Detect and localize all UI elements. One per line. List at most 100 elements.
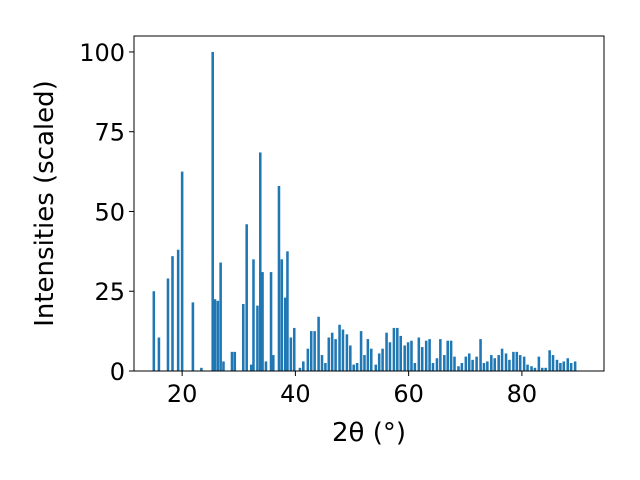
bar [286,251,289,371]
bar [439,339,442,371]
bar [313,331,316,371]
bar [512,351,515,371]
bar [292,327,296,371]
bar [410,340,413,371]
bar [306,348,310,371]
y-tick-label: 25 [94,278,125,306]
bar [515,351,519,371]
bar [467,353,471,371]
bar [200,367,203,371]
bar [349,345,352,371]
bar [530,366,533,371]
bar [211,51,214,371]
bar [180,171,184,371]
x-axis-ticks: 20 40 60 80 [167,371,537,408]
y-axis-label: Intensities (scaled) [30,80,60,327]
bar [479,339,482,371]
bar [446,340,449,371]
bar [259,152,262,371]
bar [176,249,180,371]
y-tick-label: 50 [94,198,125,226]
bar [526,364,529,371]
x-tick-label: 40 [280,380,311,408]
bar [216,300,220,371]
bar [413,363,417,371]
bar [317,316,320,371]
bar-series [152,51,577,371]
bar [249,364,253,371]
bar [435,358,439,371]
x-tick-label: 80 [507,380,538,408]
bar [464,356,468,371]
bar [377,353,381,371]
y-tick-label: 75 [94,119,125,147]
bar [424,340,428,371]
y-tick-label: 0 [110,358,125,386]
bar [334,339,337,371]
bar [482,363,486,371]
bar [555,359,559,371]
bar [277,185,281,371]
bar [345,334,349,371]
bar [533,367,537,371]
bar [403,345,406,371]
bar [562,361,566,371]
bar [171,256,174,371]
bar [324,363,327,371]
bar [230,351,234,371]
bar [453,356,456,371]
bar [369,348,373,371]
bar [522,356,526,371]
bar [388,342,392,371]
bar [166,278,170,371]
bar [431,363,435,371]
x-tick-label: 60 [393,380,424,408]
bar [261,272,264,371]
bar [381,348,384,371]
bar [471,359,474,371]
bar [374,364,378,371]
bar [272,355,275,371]
bar [417,337,421,371]
bar [541,367,544,371]
bar [490,355,493,371]
bar [302,361,305,371]
bar [406,342,410,371]
bar [504,353,508,371]
bar [569,363,573,371]
bar [242,304,245,371]
bar [443,355,446,371]
bar [508,359,511,371]
bar [548,350,551,371]
bar [280,259,284,371]
bar [497,355,500,371]
bar [283,297,287,371]
bar [152,291,156,371]
bar [359,331,363,371]
bar [191,302,195,371]
bar [500,348,504,371]
bar [396,327,399,371]
x-tick-label: 20 [167,380,198,408]
bar [213,299,217,371]
y-axis-ticks: 0 25 50 75 100 [79,39,134,386]
bar [573,361,577,371]
bar [327,337,331,371]
bar [289,337,293,371]
bar [363,355,366,371]
bar [460,363,464,371]
bar [559,363,562,371]
bar [428,339,431,371]
bar [264,361,268,371]
bar [219,262,222,371]
bar [222,361,225,371]
bar [269,272,273,371]
bar [330,332,334,371]
bar [518,355,522,371]
bar [544,367,547,371]
bar [157,337,161,371]
bar [457,366,460,371]
bar [298,367,302,371]
bar [355,363,359,371]
